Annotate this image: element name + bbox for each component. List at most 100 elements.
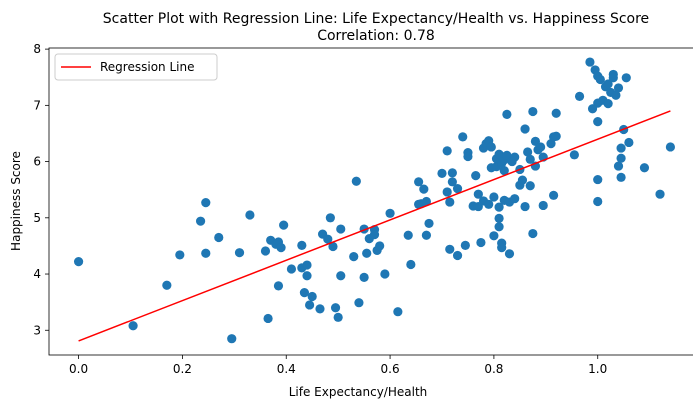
scatter-point bbox=[499, 165, 509, 176]
scatter-point bbox=[245, 210, 255, 220]
y-tick-label: 6 bbox=[33, 155, 41, 169]
scatter-point bbox=[323, 234, 333, 244]
scatter-point bbox=[175, 250, 185, 260]
scatter-point bbox=[452, 250, 463, 261]
scatter-point bbox=[424, 218, 434, 229]
scatter-point bbox=[517, 175, 528, 185]
scatter-point bbox=[273, 281, 284, 291]
scatter-point bbox=[569, 150, 579, 160]
scatter-point bbox=[279, 220, 289, 230]
scatter-point bbox=[336, 224, 346, 234]
scatter-point bbox=[227, 334, 237, 344]
scatter-point bbox=[593, 196, 603, 207]
plot-frame bbox=[48, 47, 693, 356]
scatter-point bbox=[403, 230, 413, 240]
x-tick-label: 0.0 bbox=[69, 362, 88, 376]
scatter-point bbox=[359, 272, 369, 283]
x-tick-label: 0.8 bbox=[484, 362, 503, 376]
scatter-points bbox=[73, 57, 676, 344]
scatter-point bbox=[463, 151, 473, 162]
y-tick-label: 3 bbox=[33, 323, 41, 337]
scatter-point bbox=[608, 73, 618, 83]
scatter-point bbox=[445, 197, 455, 207]
scatter-point bbox=[195, 216, 206, 226]
scatter-point bbox=[494, 202, 504, 212]
scatter-point bbox=[489, 231, 499, 241]
scatter-point bbox=[286, 264, 297, 274]
y-tick-label: 8 bbox=[33, 42, 41, 56]
scatter-point bbox=[489, 192, 499, 202]
legend-box bbox=[54, 53, 218, 81]
x-tick-label: 1.0 bbox=[588, 362, 607, 376]
scatter-point bbox=[520, 124, 530, 134]
scatter-point bbox=[523, 147, 533, 157]
scatter-point bbox=[380, 269, 390, 279]
regression-line bbox=[78, 110, 671, 342]
scatter-point bbox=[494, 222, 504, 232]
scatter-point bbox=[421, 230, 432, 240]
scatter-point bbox=[494, 213, 504, 223]
x-tick-label: 0.6 bbox=[381, 362, 400, 376]
scatter-point bbox=[162, 280, 172, 290]
x-axis-label: Life Expectancy/Health bbox=[289, 385, 428, 399]
scatter-point bbox=[595, 74, 605, 85]
legend-label-regression: Regression Line bbox=[100, 60, 194, 74]
scatter-point bbox=[528, 106, 538, 117]
scatter-point bbox=[613, 83, 624, 93]
y-axis-ticks: 3 4 5 6 7 8 bbox=[33, 42, 49, 337]
scatter-point bbox=[302, 260, 312, 270]
scatter-point bbox=[528, 228, 538, 239]
scatter-point bbox=[551, 131, 561, 141]
scatter-point bbox=[476, 237, 486, 248]
scatter-point bbox=[603, 99, 613, 109]
scatter-point bbox=[538, 200, 548, 211]
scatter-point bbox=[525, 154, 535, 164]
scatter-point bbox=[510, 152, 520, 162]
scatter-point bbox=[639, 163, 650, 173]
scatter-point bbox=[305, 300, 315, 310]
chart-subtitle: Correlation: 0.78 bbox=[317, 28, 435, 44]
scatter-point bbox=[460, 240, 470, 250]
scatter-point bbox=[447, 168, 457, 178]
scatter-point bbox=[302, 271, 312, 281]
legend: Regression Line bbox=[54, 53, 218, 81]
scatter-point bbox=[471, 171, 481, 181]
scatter-point bbox=[551, 108, 561, 118]
scatter-point bbox=[549, 190, 559, 200]
x-tick-label: 0.4 bbox=[277, 362, 296, 376]
x-axis-ticks: 0.0 0.2 0.4 0.6 0.8 1.0 bbox=[69, 355, 607, 376]
y-tick-label: 5 bbox=[33, 211, 41, 225]
scatter-point bbox=[536, 142, 546, 152]
scatter-point bbox=[502, 150, 512, 160]
scatter-point bbox=[354, 298, 364, 308]
scatter-point bbox=[214, 232, 224, 243]
scatter-point bbox=[442, 187, 452, 197]
y-tick-label: 7 bbox=[33, 98, 41, 112]
scatter-point bbox=[297, 240, 307, 250]
scatter-point bbox=[525, 181, 535, 191]
scatter-point bbox=[520, 201, 530, 212]
scatter-point bbox=[307, 291, 317, 302]
scatter-point bbox=[263, 313, 273, 324]
scatter-point bbox=[613, 161, 624, 171]
y-axis-label: Happiness Score bbox=[9, 151, 23, 251]
scatter-point bbox=[442, 146, 452, 156]
scatter-point bbox=[504, 249, 515, 259]
scatter-point bbox=[128, 321, 138, 331]
scatter-point bbox=[616, 172, 626, 182]
regression-layer bbox=[78, 110, 671, 342]
scatter-point bbox=[655, 189, 665, 199]
scatter-point bbox=[406, 259, 416, 270]
scatter-point bbox=[593, 174, 603, 185]
scatter-point bbox=[447, 177, 457, 187]
scatter-point bbox=[473, 189, 483, 199]
scatter-point bbox=[201, 198, 211, 208]
scatter-point bbox=[276, 243, 286, 253]
scatter-point bbox=[414, 177, 424, 187]
scatter-point bbox=[393, 307, 403, 317]
scatter-point bbox=[421, 196, 432, 207]
scatter-point bbox=[624, 137, 634, 148]
scatter-point bbox=[234, 248, 245, 258]
scatter-point bbox=[621, 73, 631, 83]
